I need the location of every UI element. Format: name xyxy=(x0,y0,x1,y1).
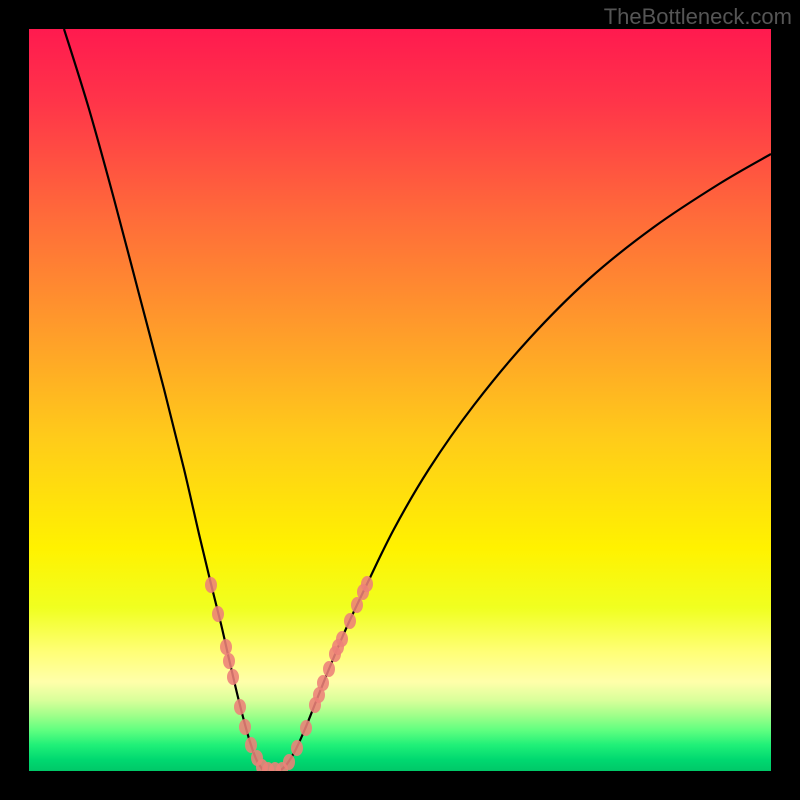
watermark-text: TheBottleneck.com xyxy=(604,4,792,30)
bottleneck-curve xyxy=(29,29,771,771)
plot-area xyxy=(29,29,771,771)
